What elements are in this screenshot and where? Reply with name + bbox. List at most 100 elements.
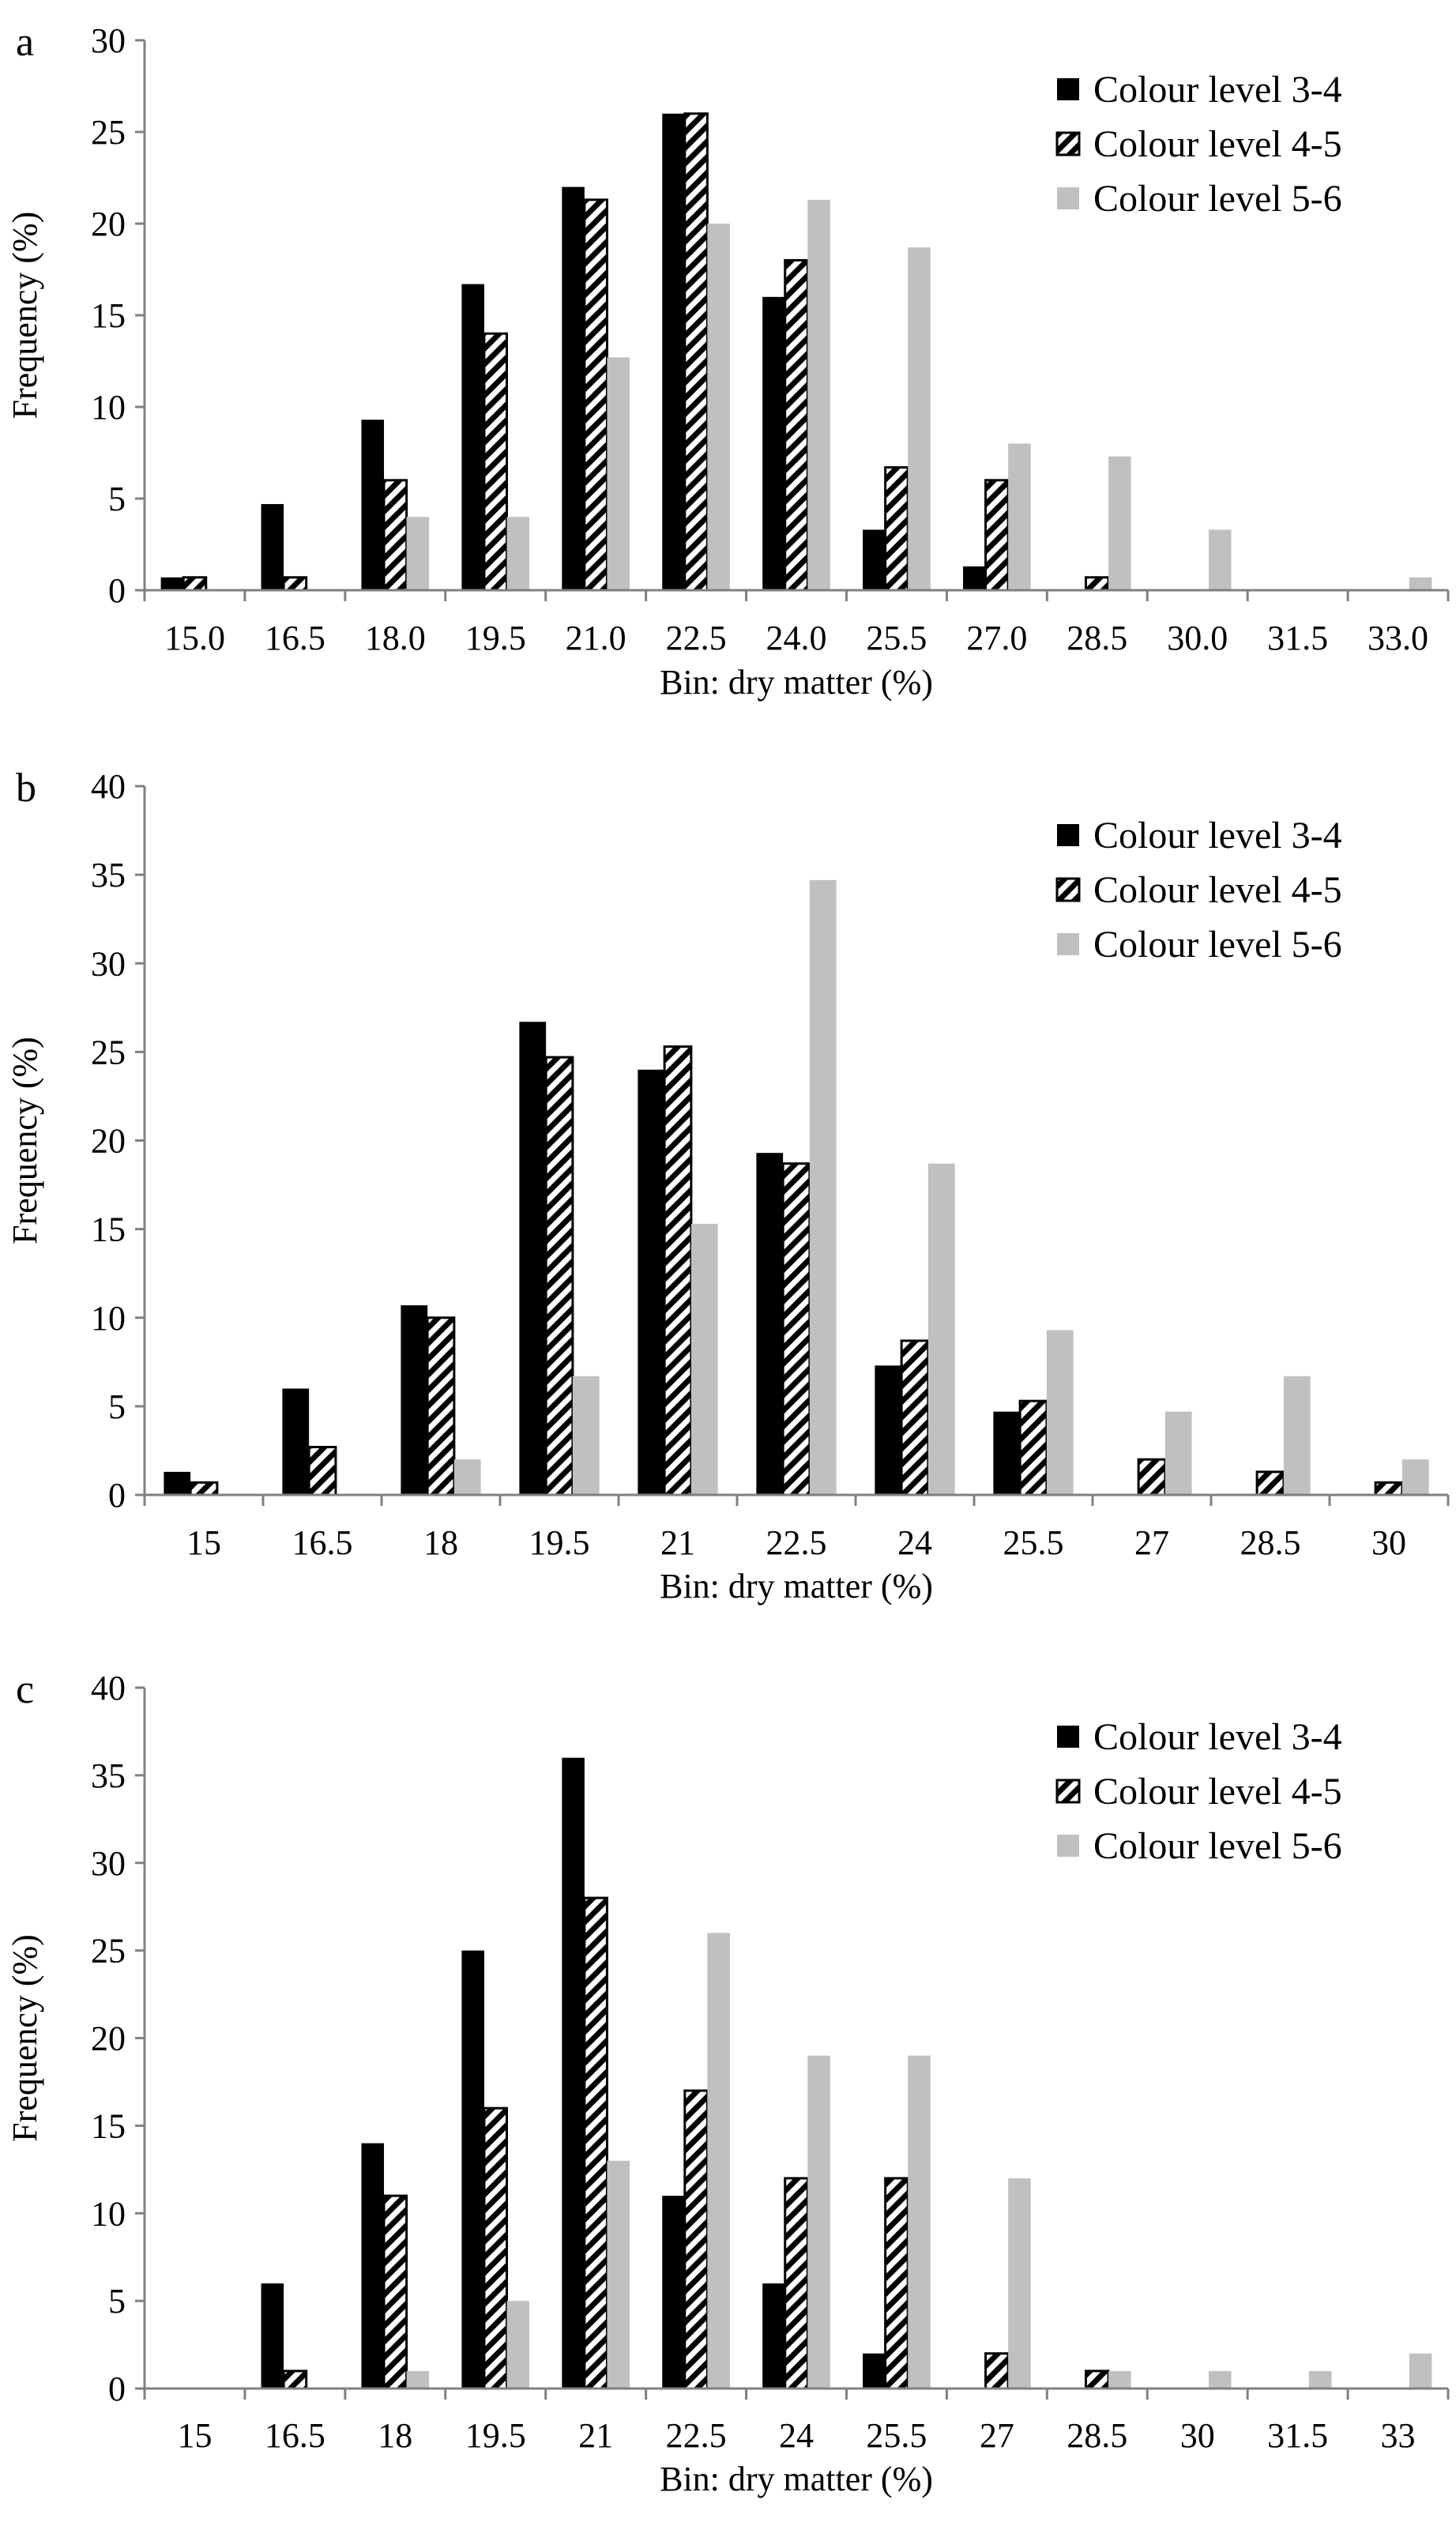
legend-swatch [1055, 877, 1081, 902]
chart-panel-c: c 0 5 10 15 20 25 30 35 40 Frequency (%) 15 16.5 18 19… [6, 1667, 1450, 2498]
x-tick-label: 19.5 [465, 619, 526, 657]
bar-5-6 [707, 224, 730, 590]
x-tick-label: 19.5 [465, 2416, 526, 2455]
bar-3-4 [461, 1950, 484, 2389]
bar-3-4 [762, 296, 785, 590]
x-tick-label: 33 [1381, 2416, 1416, 2455]
y-tick-label: 25 [91, 113, 126, 152]
y-tick-label: 5 [108, 1387, 126, 1426]
bar-4-5 [189, 1481, 219, 1496]
y-tick-label: 0 [108, 1476, 126, 1515]
legend: Colour level 3-4 Colour level 4-5 Colour l… [1055, 1716, 1342, 1867]
bar-5-6 [1008, 2178, 1031, 2389]
x-tick-label: 27 [980, 2416, 1014, 2455]
y-tick-label: 20 [91, 2020, 126, 2058]
bar-3-4 [160, 577, 184, 590]
bar-5-6 [453, 1459, 481, 1495]
x-tick-label: 16.5 [265, 2416, 325, 2455]
y-tick-label: 5 [108, 480, 126, 518]
bar-4-5 [382, 2194, 408, 2390]
bar-4-5 [382, 479, 408, 592]
bar-5-6 [506, 517, 530, 590]
legend-swatch [1057, 1726, 1079, 1748]
y-tick-label: 0 [108, 2370, 126, 2408]
bar-3-4 [662, 113, 685, 591]
legend-label: Colour level 5-6 [1093, 924, 1342, 966]
x-tick-label: 30.0 [1167, 619, 1228, 657]
y-axis-label: Frequency (%) [6, 1934, 44, 2142]
bar-5-6 [807, 199, 830, 590]
y-tick-label: 10 [91, 2194, 126, 2233]
y-tick-label: 35 [91, 1756, 126, 1795]
bar-5-6 [1208, 2370, 1232, 2389]
x-tick-label: 22.5 [666, 2416, 727, 2455]
bar-4-5 [1018, 1399, 1048, 1496]
panel-letter: a [16, 20, 34, 65]
bar-4-5 [781, 1162, 811, 1496]
bar-3-4 [164, 1471, 191, 1495]
x-tick-label: 33.0 [1368, 619, 1428, 657]
bar-5-6 [1409, 2353, 1432, 2389]
bar-4-5 [544, 1056, 574, 1496]
bar-4-5 [784, 2177, 809, 2390]
y-tick-label: 30 [91, 21, 126, 60]
bar-3-4 [863, 529, 886, 590]
bar-4-5 [784, 258, 809, 592]
x-tick-label: 28.5 [1067, 619, 1127, 657]
x-tick-label: 15 [186, 1523, 221, 1562]
y-tick-label: 30 [91, 1844, 126, 1883]
bar-4-5 [182, 576, 208, 592]
bar-4-5 [583, 198, 608, 592]
x-tick-label: 24 [779, 2416, 814, 2455]
y-tick-label: 25 [91, 1033, 126, 1071]
y-axis-label: Frequency (%) [6, 212, 44, 420]
x-tick-label: 15 [177, 2416, 212, 2455]
bar-5-6 [406, 2370, 430, 2389]
bar-3-4 [863, 2353, 886, 2389]
x-axis-label: Bin: dry matter (%) [660, 2460, 933, 2498]
bar-4-5 [1137, 1458, 1167, 1496]
x-tick-label: 25.5 [866, 619, 927, 657]
y-tick-label: 25 [91, 1932, 126, 1971]
bar-3-4 [638, 1069, 665, 1495]
legend-swatch [1057, 933, 1079, 955]
bar-5-6 [1409, 577, 1432, 590]
bar-4-5 [1084, 2370, 1110, 2390]
bar-5-6 [908, 2055, 931, 2389]
x-tick-label: 18.0 [365, 619, 426, 657]
bar-3-4 [562, 186, 585, 590]
bar-5-6 [406, 517, 430, 590]
y-tick-label: 30 [91, 944, 126, 983]
bar-3-4 [662, 2196, 685, 2389]
x-tick-label: 25.5 [866, 2416, 927, 2455]
bar-5-6 [1401, 1459, 1429, 1495]
bar-5-6 [690, 1223, 718, 1495]
bar-4-5 [282, 576, 308, 592]
legend-label: Colour level 3-4 [1093, 815, 1342, 856]
x-tick-label: 27 [1134, 1523, 1169, 1562]
panel-letter: b [16, 766, 36, 811]
bar-3-4 [875, 1365, 902, 1495]
bar-4-5 [1255, 1470, 1285, 1496]
bar-5-6 [506, 2301, 530, 2389]
panel-letter: c [16, 1667, 34, 1712]
bar-5-6 [1108, 456, 1131, 590]
x-tick-label: 27.0 [966, 619, 1027, 657]
legend: Colour level 3-4 Colour level 4-5 Colour l… [1055, 69, 1342, 220]
legend-label: Colour level 4-5 [1093, 1771, 1342, 1813]
x-tick-label: 21 [578, 2416, 613, 2455]
legend-label: Colour level 5-6 [1093, 178, 1342, 220]
bar-3-4 [361, 2143, 385, 2389]
chart-panel-b: b 0 5 10 15 20 25 30 35 40 Frequency (%) 15 16.5 18 19… [6, 766, 1450, 1606]
bar-3-4 [562, 1757, 585, 2389]
x-tick-label: 30 [1371, 1523, 1406, 1562]
bar-4-5 [1084, 576, 1110, 592]
bar-4-5 [307, 1445, 337, 1496]
y-axis-label: Frequency (%) [6, 1037, 44, 1244]
legend-label: Colour level 3-4 [1093, 69, 1342, 111]
y-tick-label: 40 [91, 767, 126, 806]
y-tick-label: 15 [91, 296, 126, 335]
bar-5-6 [1308, 2370, 1332, 2389]
bar-5-6 [927, 1163, 955, 1495]
x-tick-label: 18 [378, 2416, 412, 2455]
